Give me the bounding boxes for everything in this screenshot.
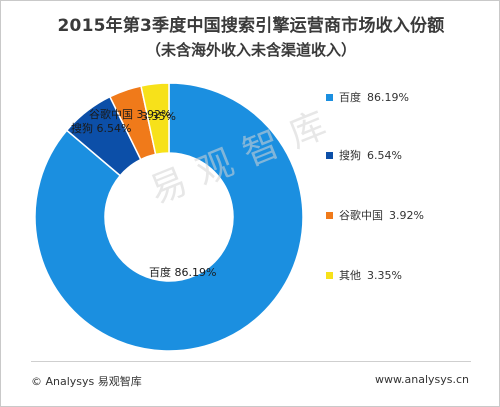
legend-swatch bbox=[326, 271, 333, 279]
legend-value: 86.19% bbox=[367, 90, 409, 104]
legend-value: 3.92% bbox=[389, 208, 424, 222]
slice-label-sogou: 搜狗 6.54% bbox=[71, 121, 131, 135]
legend-value: 6.54% bbox=[367, 148, 402, 162]
slice-label-google-china: 谷歌中国 3.92% bbox=[89, 107, 171, 121]
slice-other bbox=[140, 82, 170, 156]
chart-subtitle: （未含海外收入未含渠道收入） bbox=[145, 41, 356, 59]
footer-source: © Analysys 易观智库 bbox=[31, 375, 142, 388]
slice-label-other: 3.35% bbox=[141, 110, 176, 123]
legend-swatch bbox=[326, 93, 333, 101]
legend-label: 搜狗 bbox=[339, 149, 361, 162]
legend-label: 其他 bbox=[339, 269, 361, 282]
legend-label: 百度 bbox=[339, 91, 361, 104]
legend-swatch bbox=[326, 151, 333, 159]
legend-swatch bbox=[326, 211, 333, 219]
slice-label-baidu: 百度 86.19% bbox=[149, 265, 216, 279]
legend-item-other: 其他 3.35% bbox=[326, 267, 402, 283]
legend-item-baidu: 百度 86.19% bbox=[326, 89, 409, 105]
legend-item-sogou: 搜狗 6.54% bbox=[326, 147, 402, 163]
slice-baidu bbox=[34, 82, 304, 352]
footer-website: www.analysys.cn bbox=[375, 373, 469, 386]
legend-value: 3.35% bbox=[367, 268, 402, 282]
chart-title: 2015年第3季度中国搜索引擎运营商市场收入份额 bbox=[57, 16, 445, 36]
legend-item-google-china: 谷歌中国 3.92% bbox=[326, 207, 424, 223]
footer-divider bbox=[31, 361, 471, 362]
legend-label: 谷歌中国 bbox=[339, 209, 383, 222]
